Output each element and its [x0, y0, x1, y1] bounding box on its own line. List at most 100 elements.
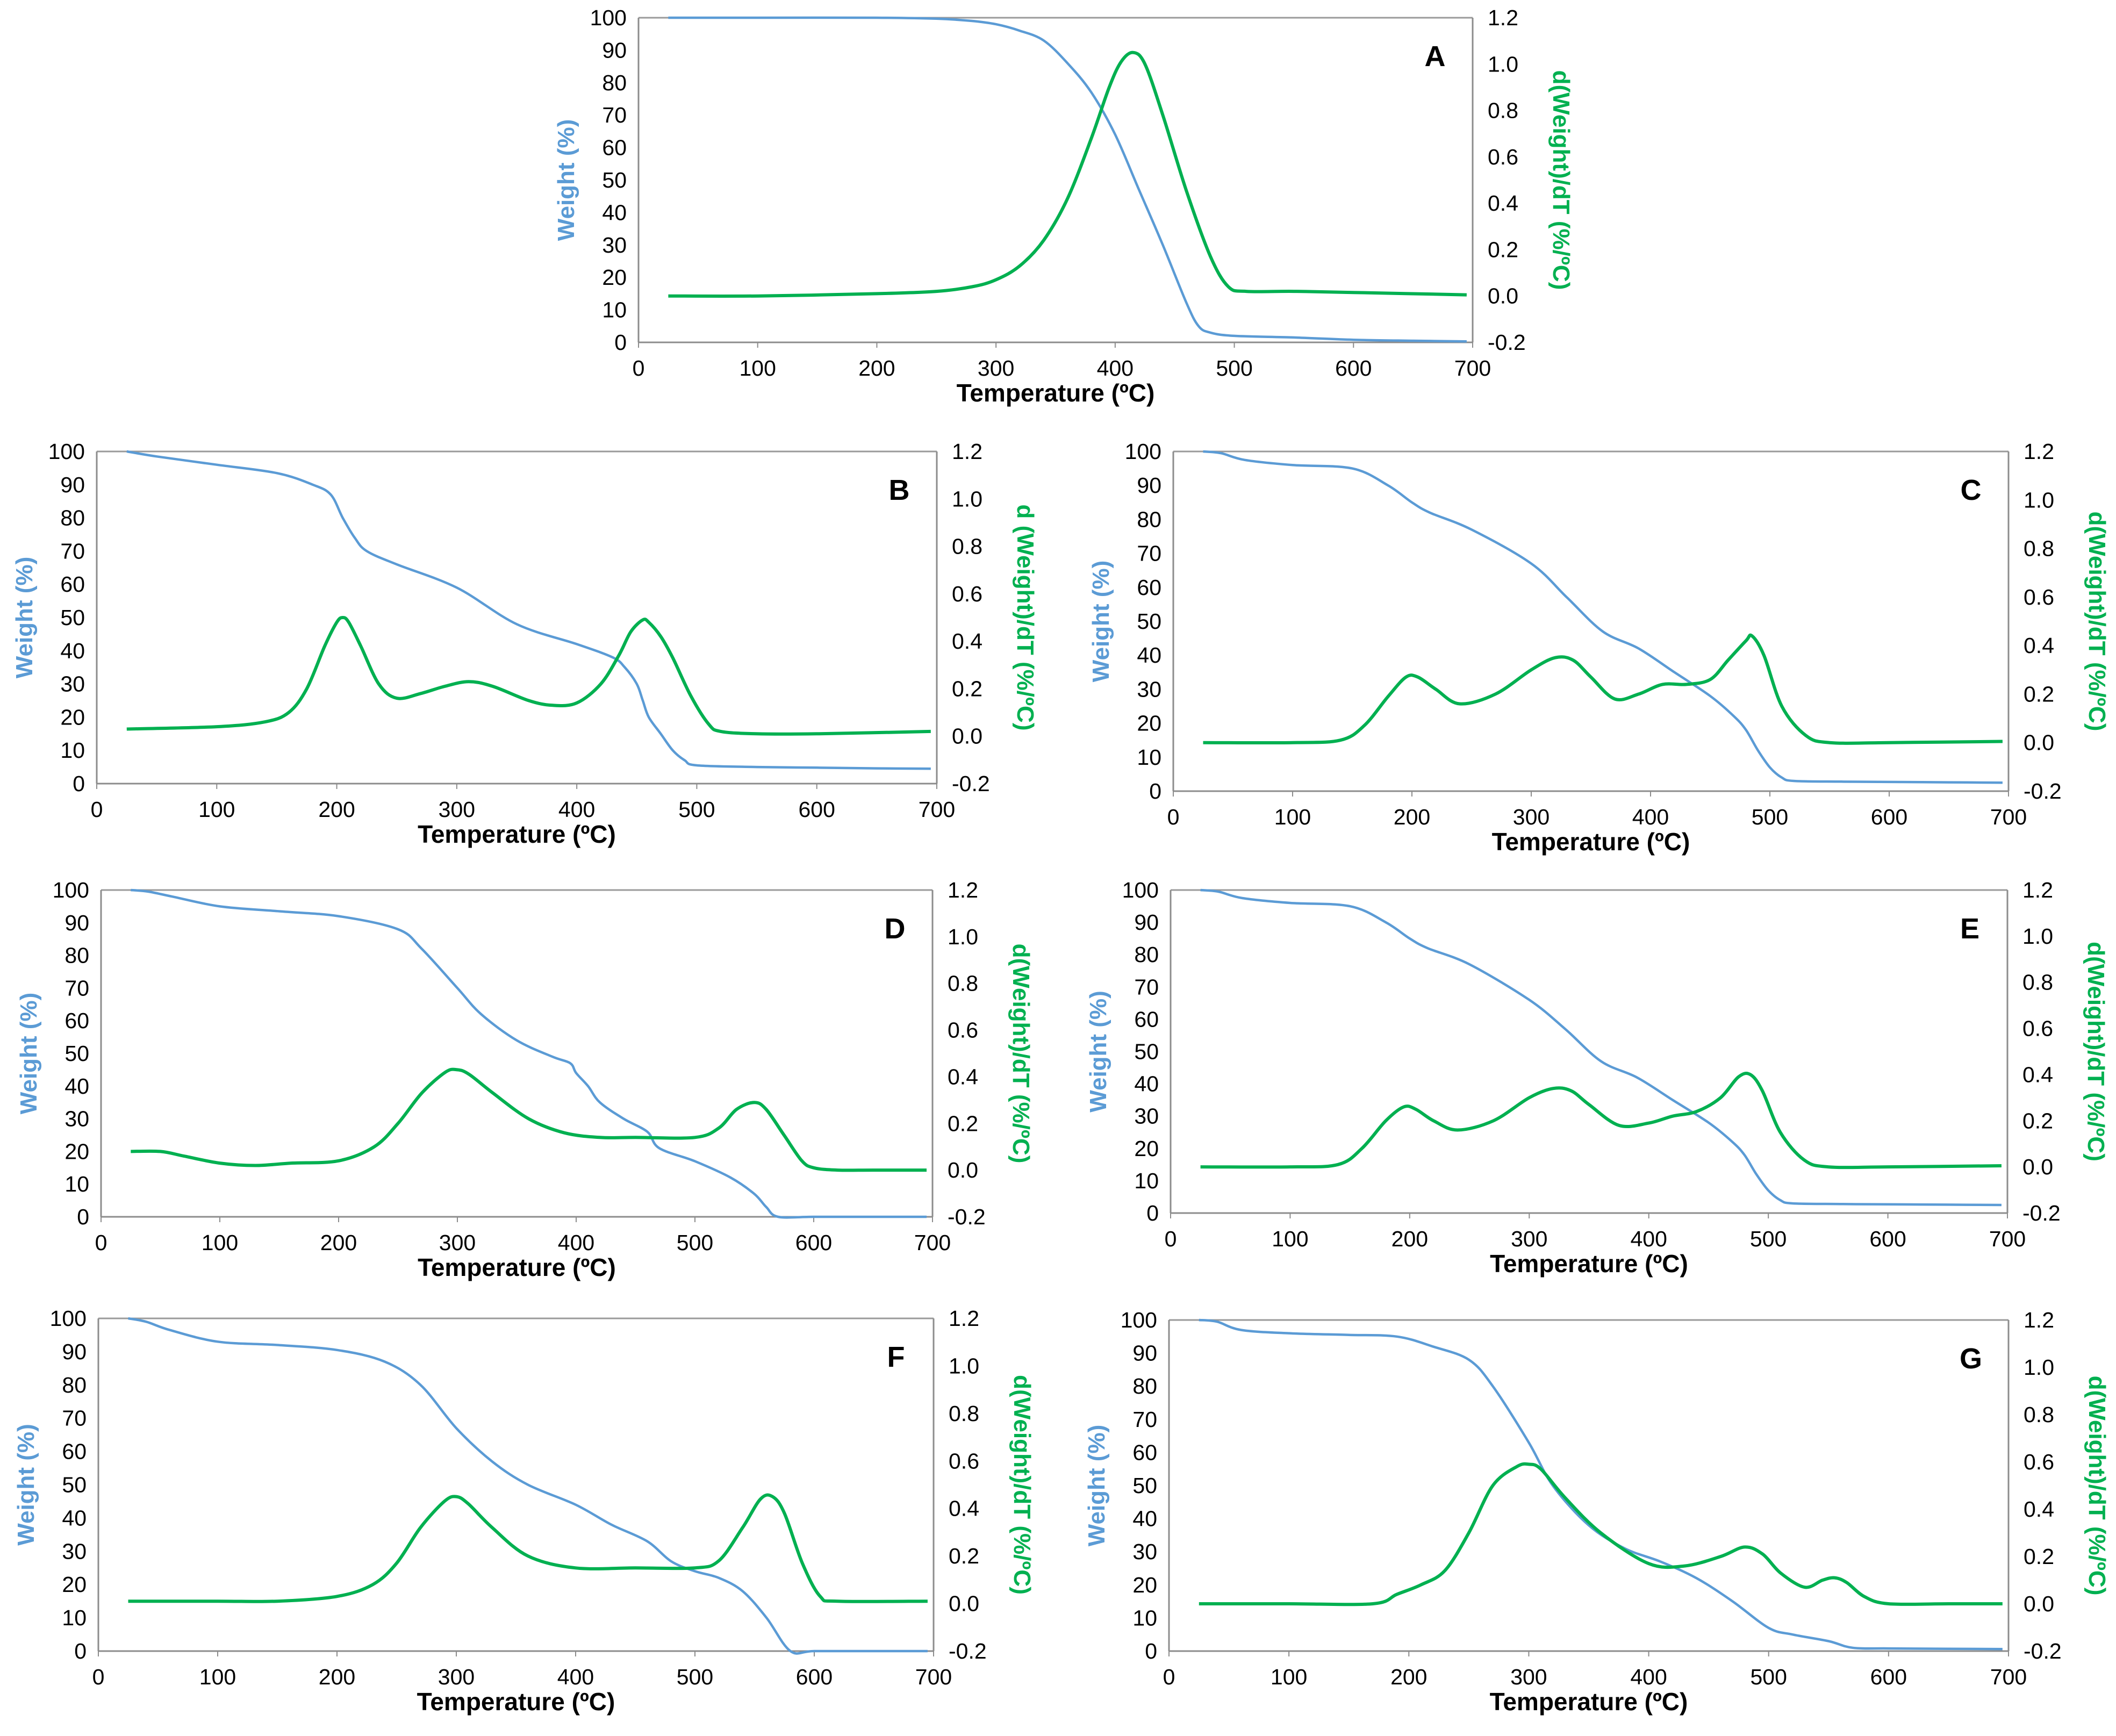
y-tick-label: 90: [1137, 473, 1161, 498]
panel-label: G: [1960, 1343, 1982, 1375]
y-tick-label: 100: [1125, 439, 1161, 464]
y2-tick-label: 1.2: [2022, 878, 2053, 902]
y2-tick-label: 1.2: [948, 878, 978, 902]
y-tick-label: 30: [64, 1107, 89, 1131]
y-tick-label: 50: [1137, 609, 1161, 634]
y-tick-label: 40: [1132, 1507, 1157, 1531]
derivative-series-line: [668, 51, 1467, 298]
y-tick-label: 40: [602, 200, 627, 225]
y-tick-label: 10: [1134, 1168, 1159, 1193]
x-axis-title: Temperature (ºC): [1490, 1250, 1688, 1278]
y-tick-label: 70: [1134, 974, 1159, 999]
y-tick-label: 60: [64, 1008, 89, 1033]
y-tick-label: 50: [1134, 1039, 1159, 1064]
y-tick-label: 0: [1145, 1639, 1157, 1663]
panel-label: E: [1960, 913, 1979, 945]
y2-tick-label: 1.0: [948, 924, 978, 949]
derivative-series-line: [1199, 1462, 2003, 1606]
y2-tick-label: 0.6: [949, 1448, 979, 1473]
y2-tick-label: 1.2: [2024, 1308, 2054, 1332]
y2-axis-title: d(Weight)/dT (%/ºC): [1548, 70, 1574, 290]
x-tick-label: 700: [915, 1665, 952, 1689]
panel-label: D: [885, 913, 906, 945]
y2-tick-label: 0.6: [952, 582, 982, 606]
y2-tick-label: 0.0: [2022, 1154, 2053, 1179]
y2-tick-label: 0.2: [948, 1111, 978, 1136]
y-tick-label: 0: [77, 1204, 89, 1229]
y2-tick-label: 0.2: [2024, 682, 2054, 706]
y-tick-label: 90: [1132, 1341, 1157, 1366]
y-tick-label: 20: [64, 1139, 89, 1164]
x-tick-label: 500: [677, 1665, 713, 1689]
y-tick-label: 0: [73, 771, 85, 796]
derivative-series-line: [1200, 1072, 2002, 1170]
y-tick-label: 10: [602, 298, 627, 322]
y-tick-label: 80: [62, 1373, 87, 1397]
x-tick-label: 400: [1097, 356, 1134, 381]
panel-d: 0 100 200 300 400 500 600 700 0 10 20 30 40 50 60 70 80 9…: [16, 878, 1034, 1281]
y-tick-label: 50: [60, 605, 85, 630]
panel-e: 0 100 200 300 400 500 600 700 0 10 20 30 40 50 60 70 80 9…: [1085, 878, 2109, 1278]
y2-tick-label: 0.8: [949, 1401, 979, 1426]
y-tick-label: 60: [602, 135, 627, 160]
y-tick-label: 80: [1137, 507, 1161, 532]
y2-tick-label: 1.0: [2022, 924, 2053, 949]
y-tick-label: 10: [62, 1605, 87, 1630]
panel-a: 0 100 200 300 400 500 600 700 0 10 20 30 40 50 60 70 80 9…: [553, 5, 1574, 407]
y2-tick-label: 0.4: [2024, 633, 2054, 658]
x-tick-label: 100: [1272, 1226, 1308, 1251]
y-tick-label: 100: [1122, 878, 1159, 902]
x-axis-title: Temperature (ºC): [418, 1253, 616, 1281]
x-tick-label: 500: [677, 1230, 713, 1255]
y2-axis-title: d(Weight)/dT (%/ºC): [2084, 1376, 2110, 1596]
y-axis-title: Weight (%): [16, 993, 42, 1115]
x-tick-label: 400: [1630, 1665, 1667, 1689]
x-tick-label: 0: [633, 356, 645, 381]
y-tick-label: 70: [62, 1406, 87, 1431]
y2-tick-label: 1.2: [1488, 5, 1518, 30]
y-tick-label: 100: [48, 439, 85, 464]
y2-tick-label: 0.4: [952, 629, 982, 654]
y2-tick-label: 0.2: [952, 676, 982, 701]
panel-label: A: [1425, 40, 1446, 73]
y-tick-label: 0: [614, 330, 627, 355]
y2-tick-label: 0.2: [1488, 237, 1518, 262]
y-tick-label: 70: [64, 975, 89, 1000]
weight-series-line: [1199, 1318, 2003, 1651]
x-tick-label: 500: [1750, 1226, 1787, 1251]
y2-tick-label: 1.2: [949, 1306, 979, 1331]
y2-axis-title: d(Weight)/dT (%/ºC): [1008, 944, 1034, 1164]
weight-series-line: [1200, 888, 2002, 1207]
x-tick-label: 400: [1631, 1226, 1667, 1251]
y-tick-label: 90: [602, 38, 627, 62]
y-tick-label: 30: [62, 1539, 87, 1563]
weight-series-line: [131, 888, 927, 1219]
x-tick-label: 500: [1751, 1665, 1787, 1689]
y-tick-label: 50: [64, 1041, 89, 1066]
y-tick-label: 80: [1132, 1374, 1157, 1398]
y-tick-label: 50: [1132, 1473, 1157, 1498]
y2-tick-label: -0.2: [949, 1639, 987, 1663]
y-tick-label: 20: [1137, 711, 1161, 736]
y-tick-label: 70: [602, 103, 627, 127]
x-tick-label: 700: [914, 1230, 951, 1255]
y2-tick-label: 0.0: [952, 724, 982, 749]
y2-tick-label: 0.4: [1488, 191, 1518, 216]
y2-tick-label: 1.0: [949, 1353, 979, 1378]
y-tick-label: 0: [1149, 779, 1161, 804]
y-tick-label: 90: [60, 472, 85, 497]
y2-tick-label: 0.6: [948, 1018, 978, 1043]
y-tick-label: 40: [62, 1505, 87, 1530]
x-tick-label: 300: [1510, 1665, 1547, 1689]
x-tick-label: 200: [320, 1230, 357, 1255]
x-tick-label: 600: [796, 1665, 833, 1689]
weight-series-line: [126, 450, 931, 770]
x-axis-title: Temperature (ºC): [417, 1688, 615, 1716]
y2-tick-label: 0.8: [952, 534, 982, 559]
panel-label: C: [1961, 474, 1982, 506]
panel-g: 0 100 200 300 400 500 600 700 0 10 20 30 40 50 60 70 80 9…: [1084, 1308, 2110, 1716]
y-tick-label: 80: [602, 70, 627, 95]
x-tick-label: 300: [978, 356, 1014, 381]
y-tick-label: 30: [60, 672, 85, 697]
x-tick-label: 400: [557, 1665, 594, 1689]
